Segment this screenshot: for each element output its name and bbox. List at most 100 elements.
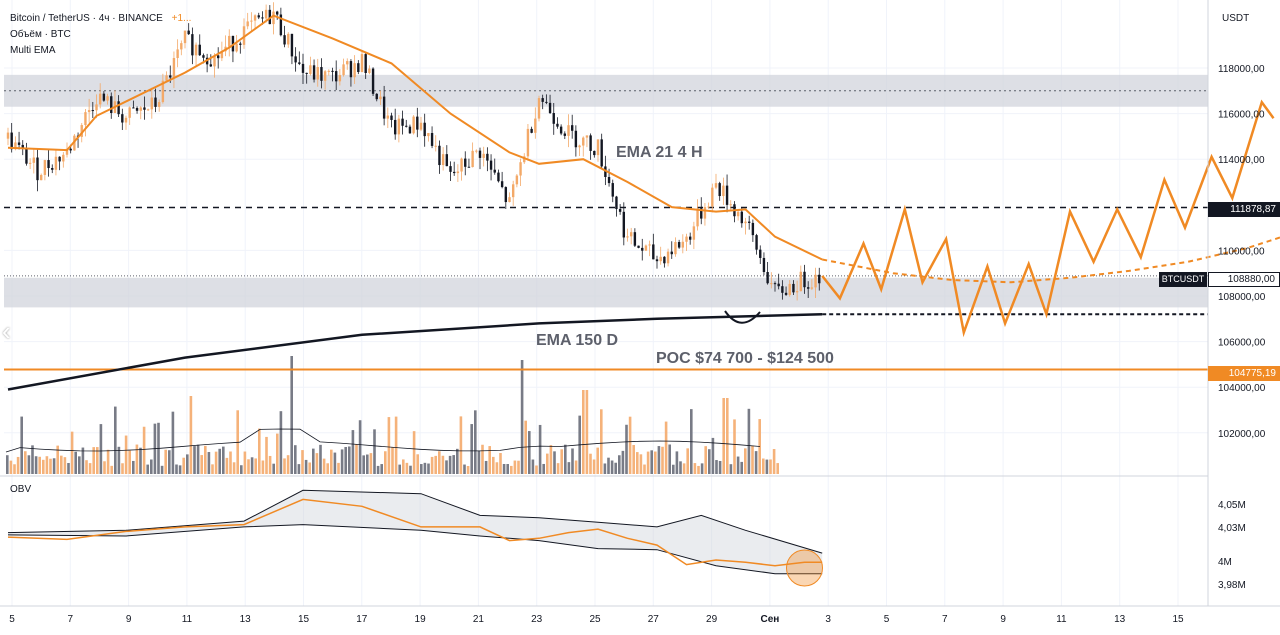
candle-body xyxy=(747,221,751,223)
volume-bar xyxy=(654,451,657,474)
volume-bar xyxy=(362,455,365,474)
candle-body xyxy=(803,271,806,288)
candle-body xyxy=(202,55,205,58)
candle-body xyxy=(611,183,614,197)
candle-body xyxy=(452,171,456,174)
volume-bar xyxy=(24,451,27,474)
volume-bar xyxy=(618,455,621,474)
candle-body xyxy=(471,150,474,168)
candle-body xyxy=(434,145,437,147)
ema-indicator-label[interactable]: Multi EMA xyxy=(10,45,56,56)
volume-bar xyxy=(186,454,189,474)
candle-body xyxy=(213,55,216,67)
volume-bar xyxy=(240,465,243,474)
candle-body xyxy=(28,162,32,164)
candle-body xyxy=(209,64,213,67)
volume-bar xyxy=(20,416,23,474)
volume-bar xyxy=(139,447,142,474)
symbol-tag: BTCUSDT xyxy=(1159,272,1207,287)
candle-body xyxy=(652,244,655,260)
time-axis-tick: 17 xyxy=(356,614,368,625)
volume-bar xyxy=(733,419,736,474)
candle-body xyxy=(511,184,515,198)
volume-bar xyxy=(142,426,146,474)
volume-indicator-label[interactable]: Объём · BTC xyxy=(10,29,71,40)
candle-body xyxy=(312,65,316,80)
candle-body xyxy=(486,153,489,161)
symbol-title[interactable]: Bitcoin / TetherUS · 4ч · BINANCE xyxy=(10,13,163,24)
candle-body xyxy=(65,148,69,155)
volume-bar xyxy=(272,463,275,474)
candle-body xyxy=(87,110,91,113)
candle-body xyxy=(659,256,662,262)
time-axis-tick: 5 xyxy=(884,614,890,625)
candle-body xyxy=(615,196,618,210)
candle-body xyxy=(323,71,327,81)
volume-bar xyxy=(740,461,743,474)
candle-body xyxy=(331,70,334,72)
volume-bar xyxy=(333,452,337,474)
volume-bar xyxy=(380,464,383,474)
candle-body xyxy=(132,107,135,109)
volume-bar xyxy=(718,460,722,474)
volume-bar xyxy=(765,459,769,474)
candle-body xyxy=(770,283,773,285)
volume-bar xyxy=(200,455,203,474)
candle-body xyxy=(773,283,777,285)
volume-bar xyxy=(60,455,63,474)
currency-label[interactable]: USDT xyxy=(1222,13,1250,24)
candle-body xyxy=(475,150,478,152)
candle-body xyxy=(806,287,810,289)
volume-bar xyxy=(481,444,484,474)
candle-body xyxy=(183,30,187,44)
volume-bar xyxy=(175,464,178,474)
candle-body xyxy=(290,33,294,57)
candle-body xyxy=(124,117,128,123)
volume-bar xyxy=(394,416,398,474)
time-axis-tick: 5 xyxy=(9,614,15,625)
time-axis-tick: 21 xyxy=(473,614,485,625)
candle-body xyxy=(246,21,249,27)
poc-annotation: POC $74 700 - $124 500 xyxy=(656,350,834,367)
candle-body xyxy=(187,30,190,35)
candle-body xyxy=(430,133,434,146)
chevron-left-icon[interactable]: ‹ xyxy=(2,316,11,346)
time-axis-tick: 27 xyxy=(648,614,660,625)
candle-body xyxy=(692,226,696,240)
candle-body xyxy=(150,97,154,110)
volume-bar xyxy=(492,456,495,474)
time-axis-tick: 11 xyxy=(182,614,193,625)
candle-body xyxy=(766,272,769,284)
volume-bar xyxy=(506,464,509,474)
candle-body xyxy=(220,51,224,59)
volume-bar xyxy=(351,430,355,474)
volume-bar xyxy=(290,356,293,474)
volume-bar xyxy=(434,455,437,474)
candle-body xyxy=(622,211,626,238)
candle-body xyxy=(751,222,755,236)
volume-bar xyxy=(340,449,344,474)
obv-indicator-label[interactable]: OBV xyxy=(10,484,32,495)
volume-bar xyxy=(736,456,740,474)
volume-bar xyxy=(16,456,20,474)
candle-body xyxy=(703,207,707,219)
candle-body xyxy=(670,251,673,255)
candle-body xyxy=(58,156,61,162)
volume-bar xyxy=(268,455,272,474)
candle-body xyxy=(146,109,150,111)
volume-bar xyxy=(225,457,229,474)
candle-body xyxy=(582,137,585,146)
candle-body xyxy=(54,156,58,170)
candle-body xyxy=(781,286,784,293)
volume-bar xyxy=(218,448,221,474)
candle-body xyxy=(47,160,50,169)
candle-body xyxy=(397,118,401,135)
candle-body xyxy=(32,157,36,163)
candle-body xyxy=(685,236,688,242)
obv-highlight-circle xyxy=(786,549,823,587)
candle-body xyxy=(810,287,814,289)
time-axis-tick: Сен xyxy=(760,614,779,625)
volume-bar xyxy=(596,447,599,474)
volume-bar xyxy=(632,445,635,474)
